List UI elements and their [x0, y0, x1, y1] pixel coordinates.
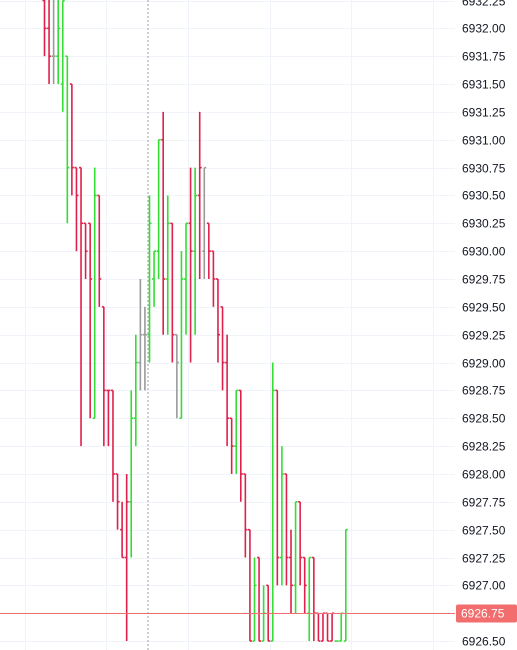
- ohlc-bar: [120, 501, 125, 559]
- ohlc-bar: [234, 389, 239, 474]
- ohlc-bar: [215, 278, 220, 363]
- ohlc-bar: [56, 0, 61, 85]
- ohlc-bar: [184, 222, 189, 335]
- ohlc-bar: [202, 166, 207, 279]
- ohlc-bar: [60, 0, 65, 112]
- ohlc-bar: [311, 556, 316, 642]
- ohlc-bar: [97, 194, 102, 307]
- y-tick-label: 6927.25: [462, 552, 506, 566]
- y-tick-label: 6930.00: [462, 245, 506, 259]
- ohlc-bar: [69, 83, 74, 196]
- ohlc-bar: [161, 111, 166, 335]
- y-tick-label: 6932.00: [462, 22, 506, 36]
- y-tick-label: 6926.50: [462, 635, 506, 649]
- ohlc-bar: [247, 528, 252, 642]
- ohlc-bar: [206, 222, 211, 279]
- ohlc-bar: [289, 529, 294, 614]
- y-tick-label: 6929.75: [462, 273, 506, 287]
- ohlc-bar: [138, 279, 143, 391]
- ohlc-bar: [197, 111, 202, 279]
- ohlc-bar: [257, 556, 262, 642]
- ohlc-bar: [142, 306, 147, 391]
- ohlc-bar: [275, 389, 280, 586]
- ohlc-bar: [325, 612, 330, 642]
- y-tick-label: 6931.25: [462, 106, 506, 120]
- price-bars: [42, 0, 348, 642]
- ohlc-bar: [302, 556, 307, 614]
- price-axis[interactable]: 6932.25 6932.00 6931.75 6931.50 6931.25 6931.…: [462, 0, 506, 649]
- y-tick-label: 6928.00: [462, 468, 506, 482]
- ohlc-bar: [129, 390, 134, 558]
- y-tick-label: 6932.25: [462, 0, 506, 9]
- y-tick-label: 6929.25: [462, 329, 506, 343]
- ohlc-bar: [152, 250, 157, 307]
- ohlc-bar: [339, 612, 344, 642]
- ohlc-bar: [293, 500, 298, 614]
- ohlc-bar: [316, 612, 321, 642]
- grid-lines: [0, 0, 455, 650]
- ohlc-bar: [51, 0, 56, 85]
- y-tick-label: 6930.75: [462, 162, 506, 176]
- ohlc-bar: [298, 500, 303, 586]
- ohlc-bar: [343, 528, 348, 642]
- ohlc-bar: [211, 250, 216, 307]
- ohlc-bar: [47, 0, 52, 85]
- ohlc-bar: [79, 166, 84, 447]
- y-tick-label: 6927.75: [462, 496, 506, 510]
- y-tick-label: 6931.00: [462, 134, 506, 148]
- ohlc-bar: [106, 389, 111, 447]
- ohlc-bar: [74, 166, 79, 252]
- y-tick-label: 6928.25: [462, 440, 506, 454]
- ohlc-bar: [307, 556, 312, 642]
- y-tick-label: 6931.50: [462, 78, 506, 92]
- ohlc-bar: [170, 222, 175, 363]
- ohlc-bar: [42, 0, 47, 57]
- ohlc-bar: [147, 195, 152, 363]
- ohlc-bar: [165, 195, 170, 335]
- ohlc-bar: [83, 222, 88, 279]
- y-tick-label: 6927.50: [462, 524, 506, 538]
- ohlc-bar: [252, 557, 257, 642]
- y-tick-label: 6929.50: [462, 301, 506, 315]
- current-price-badge-group: 6926.75: [456, 604, 517, 623]
- y-tick-label: 6928.75: [462, 384, 506, 398]
- ohlc-bar: [110, 389, 115, 502]
- ohlc-bar: [193, 167, 198, 335]
- ohlc-bar: [279, 446, 284, 586]
- ohlc-bar: [156, 138, 161, 279]
- ohlc-bar: [65, 55, 70, 224]
- y-tick-label: 6928.50: [462, 412, 506, 426]
- ohlc-bar: [225, 334, 230, 447]
- ohlc-bar: [320, 612, 325, 642]
- ohlc-bar: [284, 473, 289, 586]
- ohlc-bar: [270, 362, 275, 642]
- ohlc-bar: [179, 251, 184, 420]
- ohlc-bar: [174, 333, 179, 419]
- ohlc-bar: [188, 167, 193, 363]
- ohlc-bar: [330, 612, 335, 642]
- y-tick-label: 6930.25: [462, 217, 506, 231]
- ohlc-bar: [88, 222, 93, 419]
- y-tick-label: 6929.00: [462, 357, 506, 371]
- ohlc-bar: [229, 417, 234, 474]
- ohlc-bar: [243, 473, 248, 558]
- ohlc-bar: [115, 473, 120, 530]
- current-price-badge: [456, 604, 517, 623]
- ohlc-bar: [238, 389, 243, 502]
- y-tick-label: 6927.00: [462, 579, 506, 593]
- current-price-label: 6926.75: [461, 607, 505, 621]
- ohlc-bar: [220, 306, 225, 391]
- ohlc-bar: [92, 167, 97, 420]
- y-tick-label: 6930.50: [462, 189, 506, 203]
- ohlc-bar: [124, 473, 129, 642]
- y-tick-label: 6931.75: [462, 50, 506, 64]
- ohlc-bar: [133, 334, 138, 447]
- ohlc-bar: [101, 306, 106, 447]
